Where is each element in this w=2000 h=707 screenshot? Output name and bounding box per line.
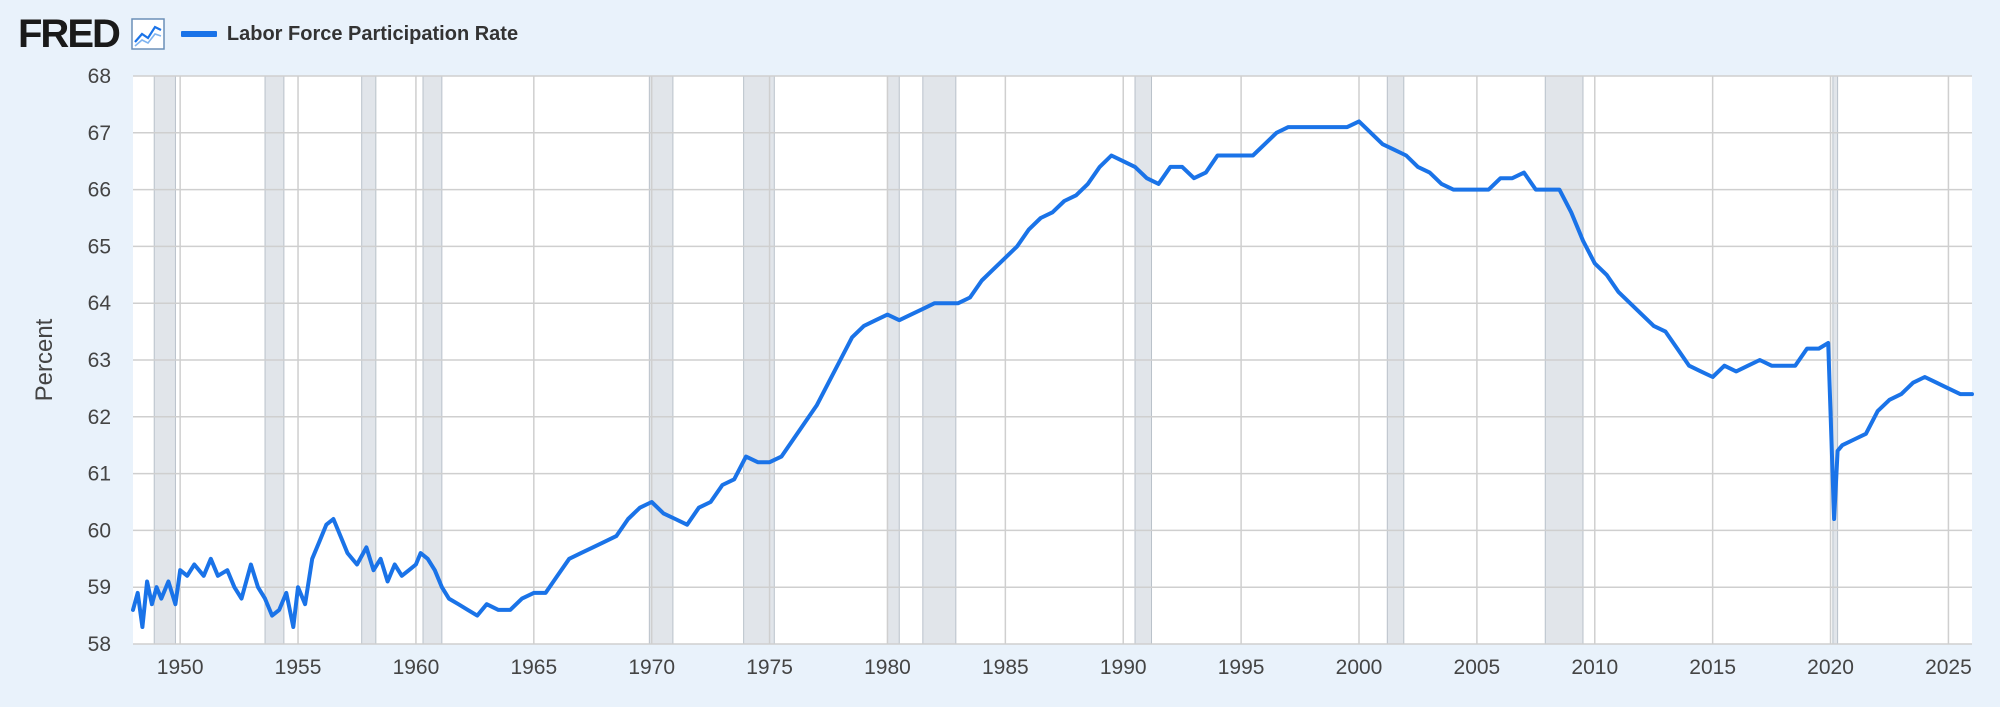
y-tick-label: 60: [88, 519, 111, 542]
x-tick-label: 1975: [746, 656, 793, 679]
series-layer: [131, 119, 1974, 629]
series-line-0: [131, 119, 1974, 629]
x-tick-label: 2015: [1689, 656, 1736, 679]
x-tick-label: 1980: [864, 656, 911, 679]
x-tick-label: 1970: [628, 656, 675, 679]
x-tick-label: 1955: [275, 656, 322, 679]
x-tick-label: 2010: [1571, 656, 1618, 679]
line-chart-icon: [131, 18, 165, 50]
y-tick-label: 58: [88, 633, 111, 656]
graph-header: FRED Labor Force Participation Rate: [18, 14, 518, 54]
y-tick-label: 67: [88, 122, 111, 145]
fred-logo[interactable]: FRED: [18, 12, 121, 56]
x-tick-label: 2025: [1925, 656, 1972, 679]
x-tick-label: 2005: [1454, 656, 1501, 679]
grid: [133, 75, 1972, 645]
y-tick-label: 68: [88, 65, 111, 88]
legend: Labor Force Participation Rate: [180, 22, 519, 46]
y-tick-label: 63: [88, 349, 111, 372]
y-tick-label: 66: [88, 179, 111, 202]
y-axis-label: Percent: [31, 318, 58, 401]
x-axis: 1950 1955 1960 1965 1970 1975 1980 1985 1990 1995…: [157, 656, 1972, 679]
legend-swatch: [180, 31, 217, 37]
y-tick-label: 65: [88, 235, 111, 258]
x-tick-label: 1990: [1100, 656, 1147, 679]
x-tick-label: 1985: [982, 656, 1029, 679]
y-tick-label: 64: [88, 292, 112, 315]
x-tick-label: 2000: [1336, 656, 1383, 679]
y-tick-label: 61: [88, 463, 111, 486]
y-tick-label: 59: [88, 576, 111, 599]
x-tick-label: 1965: [510, 656, 557, 679]
x-tick-label: 1995: [1218, 656, 1265, 679]
x-tick-label: 1950: [157, 656, 204, 679]
x-tick-label: 1960: [393, 656, 440, 679]
x-tick-label: 2020: [1807, 656, 1854, 679]
y-axis: 58 59 60 61 62 63 64 65 66 67 68: [88, 65, 112, 656]
y-tick-label: 62: [88, 406, 111, 429]
legend-label: Labor Force Participation Rate: [226, 22, 519, 45]
